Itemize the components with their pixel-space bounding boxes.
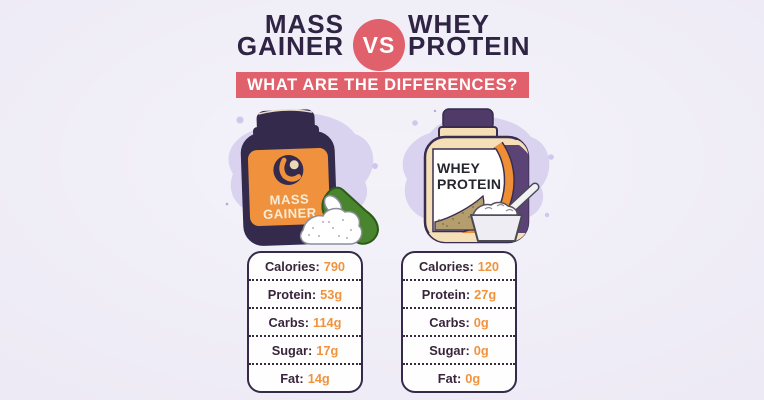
- row-value: 27g: [474, 286, 497, 302]
- deco-dot: [372, 163, 378, 169]
- lid-highlight: [258, 109, 313, 115]
- deco-dot: [412, 120, 418, 126]
- row-label: Fat:: [437, 370, 462, 386]
- title-protein: PROTEIN: [408, 31, 531, 61]
- row-label: Fat:: [280, 370, 304, 386]
- table-row: Carbs: 0g: [403, 307, 515, 335]
- row-label: Protein:: [267, 286, 317, 302]
- row-value: 0g: [473, 314, 489, 330]
- row-value: 114g: [313, 314, 342, 330]
- deco-dot: [548, 154, 554, 160]
- jar-label-whey: WHEY: [437, 160, 481, 176]
- jar-label: [247, 147, 330, 227]
- jar-label-mass: MASS: [269, 191, 309, 207]
- subtitle-text: WHAT ARE THE DIFFERENCES?: [247, 75, 518, 94]
- grey-scoop: [470, 182, 540, 242]
- table-row: Calories: 120: [403, 253, 515, 279]
- title-mass-gainer: MASS GAINER: [236, 9, 344, 61]
- scoop-powder: [471, 201, 518, 216]
- row-label: Protein:: [421, 286, 471, 302]
- table-row: Protein: 53g: [249, 279, 361, 307]
- row-value: 17g: [316, 342, 339, 358]
- whey-protein-table: Calories: 120 Protein: 27g Carbs: 0g Sugar:…: [401, 251, 517, 393]
- title-gainer: GAINER: [236, 31, 344, 61]
- row-value: 790: [323, 258, 346, 274]
- deco-dot: [236, 116, 244, 124]
- logo-fist: [289, 160, 299, 170]
- row-value: 120: [477, 258, 500, 274]
- deco-dot: [544, 212, 550, 218]
- table-row: Fat: 0g: [403, 363, 515, 391]
- title-whey: WHEY: [408, 9, 490, 39]
- vs-badge: VS: [353, 19, 405, 71]
- logo-arm: [279, 157, 302, 182]
- table-row: Fat: 14g: [249, 363, 361, 391]
- mass-gainer-illustration: MASS GAINER: [225, 109, 380, 246]
- table-row: Sugar: 0g: [403, 335, 515, 363]
- title-mass: MASS: [264, 9, 344, 39]
- vs-label: VS: [362, 31, 396, 58]
- row-value: 14g: [307, 370, 330, 386]
- row-value: 53g: [320, 286, 343, 302]
- jar-label-gainer: GAINER: [263, 205, 317, 222]
- table-row: Carbs: 114g: [249, 307, 361, 335]
- deco-dot: [433, 109, 437, 113]
- table-row: Calories: 790: [249, 253, 361, 279]
- row-label: Calories:: [264, 258, 320, 274]
- row-label: Sugar:: [271, 342, 313, 358]
- title-whey-protein: WHEY PROTEIN: [408, 9, 531, 61]
- row-label: Calories:: [418, 258, 474, 274]
- subtitle-banner: WHAT ARE THE DIFFERENCES?: [236, 72, 529, 98]
- jar-label-protein: PROTEIN: [437, 176, 501, 192]
- row-label: Carbs:: [429, 314, 470, 330]
- mass-gainer-table: Calories: 790 Protein: 53g Carbs: 114g Suga…: [247, 251, 363, 393]
- deco-dot: [225, 202, 229, 206]
- row-label: Carbs:: [268, 314, 310, 330]
- row-value: 0g: [465, 370, 481, 386]
- row-value: 0g: [473, 342, 489, 358]
- row-label: Sugar:: [429, 342, 470, 358]
- whey-protein-illustration: WHEY PROTEIN: [402, 108, 554, 244]
- powder-pile: [299, 207, 363, 245]
- table-row: Sugar: 17g: [249, 335, 361, 363]
- table-row: Protein: 27g: [403, 279, 515, 307]
